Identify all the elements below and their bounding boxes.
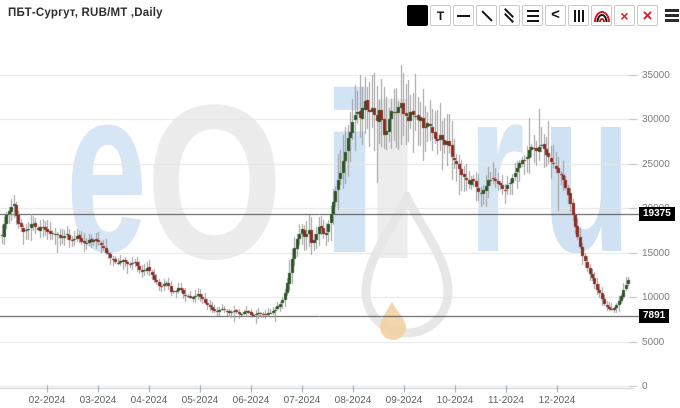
fibonacci-fan-tool-button[interactable]: < — [545, 5, 566, 26]
price-level-tag-lower: 7891 — [639, 309, 670, 323]
fibonacci-timezones-tool-button[interactable] — [568, 5, 589, 26]
horizontal-line-tool-button[interactable] — [453, 5, 474, 26]
delete-all-icon: × — [642, 6, 653, 25]
x-tick-label: 11-2024 — [488, 395, 524, 406]
hamburger-menu-icon — [665, 9, 679, 22]
fibonacci-fan-icon: < — [551, 6, 560, 23]
horizontal-line-icon — [457, 14, 470, 17]
fibonacci-arcs-tool-button[interactable] — [591, 5, 612, 26]
parallel-channel-tool-button[interactable] — [499, 5, 520, 26]
x-tick-label: 02-2024 — [28, 395, 66, 406]
fibonacci-levels-icon — [526, 9, 539, 22]
top-bar: ПБТ-Сургут, RUB/MT ,Daily T < — [0, 0, 680, 30]
x-tick-label: 03-2024 — [79, 395, 117, 406]
trend-line-icon — [480, 9, 493, 22]
black-color-swatch-button[interactable] — [407, 5, 428, 26]
drawing-toolbar: T < × — [407, 5, 680, 26]
fibonacci-arcs-icon — [593, 10, 610, 22]
menu-button[interactable] — [664, 5, 680, 26]
delete-drawing-button[interactable]: × — [614, 5, 635, 26]
x-tick-label: 09-2024 — [385, 395, 423, 406]
y-tick-label: 0 — [642, 381, 648, 392]
x-tick-label: 07-2024 — [283, 395, 321, 406]
delete-icon: × — [620, 7, 629, 24]
text-tool-button[interactable]: T — [430, 5, 451, 26]
x-tick-label: 04-2024 — [130, 395, 168, 406]
fibonacci-timezones-icon — [573, 9, 584, 22]
y-tick-label: 5000 — [642, 337, 665, 348]
parallel-channel-icon — [502, 7, 517, 23]
fibonacci-levels-tool-button[interactable] — [522, 5, 543, 26]
trend-line-tool-button[interactable] — [476, 5, 497, 26]
y-tick-label: 35000 — [642, 70, 670, 81]
x-tick-label: 12-2024 — [538, 395, 576, 406]
x-tick-label: 08-2024 — [334, 395, 372, 406]
y-tick-label: 30000 — [642, 114, 670, 125]
y-tick-label: 15000 — [642, 248, 670, 259]
x-tick-label: 05-2024 — [181, 395, 219, 406]
delete-all-drawings-button[interactable]: × — [637, 5, 658, 26]
price-level-tag-upper: 19375 — [639, 207, 675, 221]
x-tick-label: 06-2024 — [232, 395, 270, 406]
y-tick-label: 10000 — [642, 292, 670, 303]
x-tick-label: 10-2024 — [436, 395, 474, 406]
text-tool-icon: T — [436, 8, 445, 23]
y-tick-label: 25000 — [642, 159, 670, 170]
chart-title: ПБТ-Сургут, RUB/MT ,Daily — [8, 7, 163, 19]
